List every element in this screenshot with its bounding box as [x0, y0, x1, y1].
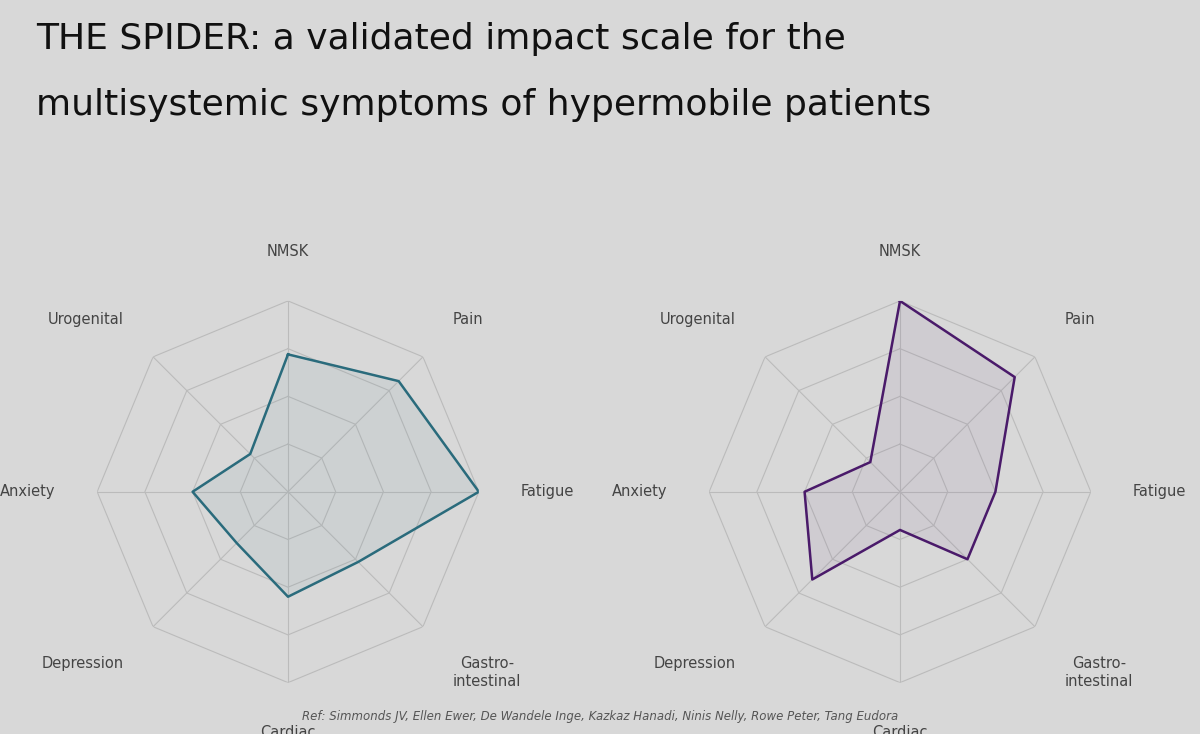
Text: Fatigue: Fatigue — [1133, 484, 1186, 499]
Text: Gastro-
intestinal: Gastro- intestinal — [452, 656, 521, 688]
Text: multisystemic symptoms of hypermobile patients: multisystemic symptoms of hypermobile pa… — [36, 88, 931, 122]
Text: Urogenital: Urogenital — [48, 312, 124, 327]
Text: Anxiety: Anxiety — [0, 484, 55, 499]
Text: Pain: Pain — [1064, 312, 1096, 327]
Polygon shape — [192, 355, 479, 597]
Polygon shape — [804, 301, 1015, 580]
Text: THE SPIDER: a validated impact scale for the: THE SPIDER: a validated impact scale for… — [36, 22, 846, 56]
Text: NMSK: NMSK — [266, 244, 310, 259]
Text: Depression: Depression — [653, 656, 736, 672]
Text: Gastro-
intestinal: Gastro- intestinal — [1064, 656, 1133, 688]
Text: Cardiac
dysautonomia: Cardiac dysautonomia — [236, 724, 340, 734]
Text: NMSK: NMSK — [878, 244, 922, 259]
Text: Depression: Depression — [41, 656, 124, 672]
Text: Anxiety: Anxiety — [612, 484, 667, 499]
Text: Pain: Pain — [452, 312, 484, 327]
Text: Cardiac
dysautonomia: Cardiac dysautonomia — [848, 724, 952, 734]
Text: Urogenital: Urogenital — [660, 312, 736, 327]
Text: Fatigue: Fatigue — [521, 484, 574, 499]
Text: Ref: Simmonds JV, Ellen Ewer, De Wandele Inge, Kazkaz Hanadi, Ninis Nelly, Rowe : Ref: Simmonds JV, Ellen Ewer, De Wandele… — [302, 710, 898, 723]
